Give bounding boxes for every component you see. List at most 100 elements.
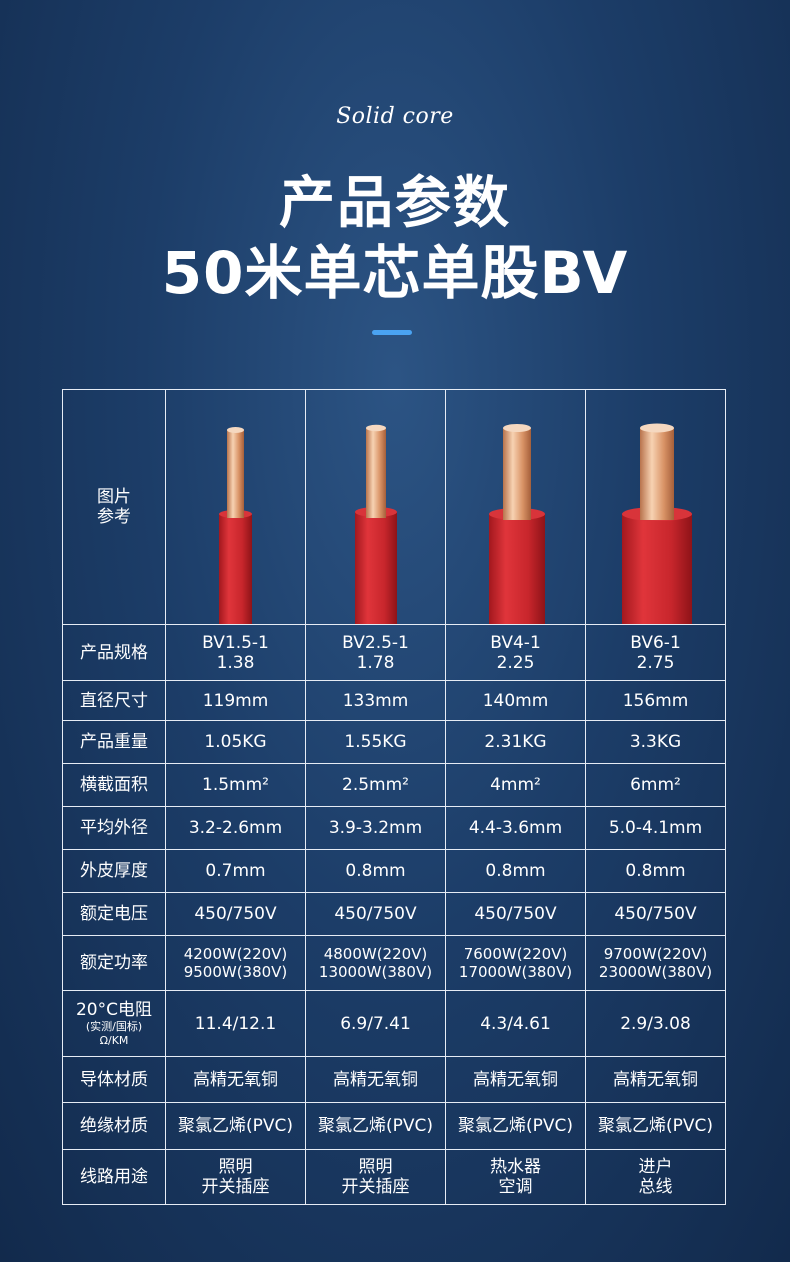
cell-text: 17000W(380V) (458, 963, 573, 981)
table-row-rated-power: 额定功率 4200W(220V) 9500W(380V) 4800W(220V) 130… (62, 935, 726, 991)
row-label-unit: Ω/KM (99, 1033, 129, 1047)
table-row-rated-voltage: 额定电压 450/750V 450/750V 450/750V 450/750V (62, 892, 726, 936)
table-cell: 119mm (165, 680, 306, 721)
product-title: 50米单芯单股BV (161, 239, 629, 307)
row-label-outer-diameter: 平均外径 (62, 806, 166, 850)
cell-text: 156mm (622, 690, 689, 711)
row-label-resistance: 20°C电阻 (实测/国标) Ω/KM (62, 990, 166, 1057)
table-cell: 4200W(220V) 9500W(380V) (165, 935, 306, 991)
cell-text: 119mm (202, 690, 269, 711)
table-cell: 156mm (585, 680, 726, 721)
cell-text: 2.25 (496, 652, 535, 673)
cell-text: 133mm (342, 690, 409, 711)
table-cell: 高精无氧铜 (585, 1056, 726, 1103)
table-cell: 4.4-3.6mm (445, 806, 586, 850)
cell-text: BV2.5-1 (342, 632, 409, 653)
table-cell: 1.5mm² (165, 763, 306, 807)
wire-image-bv6 (622, 423, 692, 624)
cell-text: 聚氯乙烯(PVC) (177, 1116, 293, 1136)
row-label-insulation-material: 绝缘材质 (62, 1102, 166, 1150)
row-label-text: 外皮厚度 (80, 861, 148, 881)
table-cell: 0.8mm (585, 849, 726, 893)
table-cell: 高精无氧铜 (445, 1056, 586, 1103)
table-cell: 0.7mm (165, 849, 306, 893)
table-cell: BV4-1 2.25 (445, 624, 586, 681)
cell-text: 23000W(380V) (598, 963, 713, 981)
cell-text: 照明 (358, 1157, 393, 1177)
cell-text: 9700W(220V) (603, 945, 708, 963)
table-row-spec: 产品规格 BV1.5-1 1.38 BV2.5-1 1.78 BV4-1 2.25 BV6-1… (62, 624, 726, 681)
cell-text: 聚氯乙烯(PVC) (457, 1116, 573, 1136)
table-row-usage: 线路用途 照明 开关插座 照明 开关插座 热水器 空调 进户 总线 (62, 1149, 726, 1205)
table-cell: 照明 开关插座 (165, 1149, 306, 1205)
cell-text: 1.38 (216, 652, 255, 673)
row-label-text: 导体材质 (80, 1069, 148, 1090)
cell-text: 2.5mm² (342, 775, 409, 795)
cell-text: 2.75 (636, 652, 675, 673)
script-subtitle: Solid core (336, 104, 454, 129)
cell-text: BV6-1 (630, 632, 681, 653)
cell-text: 0.8mm (485, 861, 546, 881)
spec-table: 图片 参考 (62, 389, 726, 1205)
wire-image-cell (445, 389, 586, 625)
table-cell: 聚氯乙烯(PVC) (445, 1102, 586, 1150)
table-cell: 照明 开关插座 (305, 1149, 446, 1205)
table-cell: 聚氯乙烯(PVC) (305, 1102, 446, 1150)
table-row-outer-diameter: 平均外径 3.2-2.6mm 3.9-3.2mm 4.4-3.6mm 5.0-4.1mm (62, 806, 726, 850)
cell-text: 9500W(380V) (183, 963, 288, 981)
cell-text: 1.78 (356, 652, 395, 673)
table-cell: 450/750V (445, 892, 586, 936)
row-label-text: 20°C电阻 (75, 999, 152, 1020)
cell-text: 2.31KG (484, 732, 547, 752)
table-cell: 133mm (305, 680, 446, 721)
table-cell: 5.0-4.1mm (585, 806, 726, 850)
row-label-text: 线路用途 (80, 1167, 148, 1187)
cell-text: 0.8mm (345, 861, 406, 881)
row-label-diameter: 直径尺寸 (62, 680, 166, 721)
cell-text: 高精无氧铜 (333, 1069, 418, 1090)
row-label-text: 额定电压 (80, 904, 148, 924)
image-row-label: 图片 参考 (62, 389, 166, 625)
cell-text: 开关插座 (341, 1177, 410, 1197)
cell-text: 3.9-3.2mm (328, 818, 423, 838)
cell-text: 0.7mm (205, 861, 266, 881)
cell-text: 3.3KG (629, 732, 682, 752)
table-cell: 热水器 空调 (445, 1149, 586, 1205)
row-label-text: 产品重量 (80, 732, 148, 752)
table-cell: BV1.5-1 1.38 (165, 624, 306, 681)
table-cell: 4mm² (445, 763, 586, 807)
cell-text: 450/750V (194, 904, 277, 924)
row-label-text: 额定功率 (80, 953, 148, 973)
table-cell: 1.55KG (305, 720, 446, 764)
table-row-diameter: 直径尺寸 119mm 133mm 140mm 156mm (62, 680, 726, 721)
cell-text: 1.55KG (344, 732, 407, 752)
cell-text: 450/750V (474, 904, 557, 924)
cell-text: 4200W(220V) (183, 945, 288, 963)
image-label-line1: 图片 (97, 487, 131, 507)
image-label-line2: 参考 (97, 507, 131, 527)
cell-text: 1.05KG (204, 732, 267, 752)
table-cell: 2.31KG (445, 720, 586, 764)
cell-text: 空调 (498, 1177, 533, 1197)
cell-text: 140mm (482, 690, 549, 711)
table-cell: 2.9/3.08 (585, 990, 726, 1057)
cell-text: BV1.5-1 (202, 632, 269, 653)
wire-image-cell (165, 389, 306, 625)
table-cell: 7600W(220V) 17000W(380V) (445, 935, 586, 991)
cell-text: 高精无氧铜 (613, 1069, 698, 1090)
table-cell: 高精无氧铜 (305, 1056, 446, 1103)
table-row-insulation-material: 绝缘材质 聚氯乙烯(PVC) 聚氯乙烯(PVC) 聚氯乙烯(PVC) 聚氯乙烯(PVC) (62, 1102, 726, 1150)
row-label-sub: (实测/国标) (85, 1019, 143, 1033)
cell-text: 进户 (638, 1157, 673, 1177)
table-row-resistance: 20°C电阻 (实测/国标) Ω/KM 11.4/12.1 6.9/7.41 4.3/4.… (62, 990, 726, 1057)
cell-text: 3.2-2.6mm (188, 818, 283, 838)
cell-text: 总线 (638, 1177, 673, 1197)
cell-text: 13000W(380V) (318, 963, 433, 981)
table-row-sheath-thickness: 外皮厚度 0.7mm 0.8mm 0.8mm 0.8mm (62, 849, 726, 893)
table-cell: 6.9/7.41 (305, 990, 446, 1057)
row-label-weight: 产品重量 (62, 720, 166, 764)
table-row-weight: 产品重量 1.05KG 1.55KG 2.31KG 3.3KG (62, 720, 726, 764)
cell-text: 6.9/7.41 (340, 1013, 411, 1034)
wire-image-bv2-5 (355, 424, 397, 624)
table-cell: 450/750V (305, 892, 446, 936)
